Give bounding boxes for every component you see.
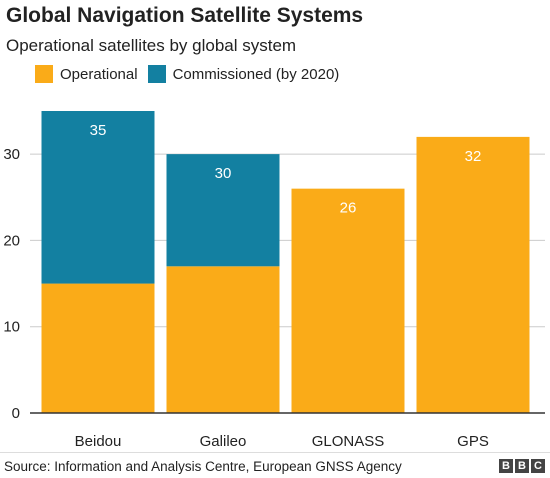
chart-subtitle: Operational satellites by global system: [6, 36, 297, 55]
bbc-logo-letter: C: [531, 459, 545, 473]
source-note: Source: Information and Analysis Centre,…: [4, 459, 402, 474]
bar-operational: [291, 188, 405, 413]
legend-label-commissioned: Commissioned (by 2020): [172, 65, 340, 83]
x-tick-label: Galileo: [200, 433, 247, 450]
y-tick-label: 10: [3, 319, 20, 336]
bar-total-label: 35: [90, 122, 107, 139]
x-tick-label: GLONASS: [312, 433, 385, 450]
x-tick-label: Beidou: [75, 433, 122, 450]
legend-swatch-operational: [35, 65, 53, 83]
bar-total-label: 26: [340, 200, 357, 217]
bar-total-label: 32: [465, 148, 482, 165]
legend-swatch-commissioned: [147, 65, 166, 83]
bar-operational: [416, 136, 530, 413]
bar-commissioned: [41, 111, 155, 284]
y-tick-label: 20: [3, 232, 20, 249]
x-tick-label: GPS: [457, 433, 489, 450]
legend-label-operational: Operational: [60, 65, 138, 83]
bbc-logo-letter: B: [499, 459, 513, 473]
chart-title: Global Navigation Satellite Systems: [6, 4, 364, 27]
y-tick-label: 30: [3, 146, 20, 163]
bbc-logo: B B C: [497, 459, 545, 473]
legend: Operational Commissioned (by 2020): [35, 65, 349, 83]
bbc-logo-letter: B: [515, 459, 529, 473]
footer-divider: [0, 452, 550, 453]
y-tick-label: 0: [12, 405, 20, 422]
bar-operational: [166, 266, 280, 413]
bar-chart: 0 10 20 30 35 Beidou 30 Galileo 26 GLONASS 32 GPS: [3, 111, 545, 450]
bar-operational: [41, 283, 155, 413]
bar-commissioned: [166, 154, 280, 267]
legend-item-operational: Operational: [35, 65, 138, 83]
legend-item-commissioned: Commissioned (by 2020): [147, 65, 340, 83]
bar-total-label: 30: [215, 165, 232, 182]
